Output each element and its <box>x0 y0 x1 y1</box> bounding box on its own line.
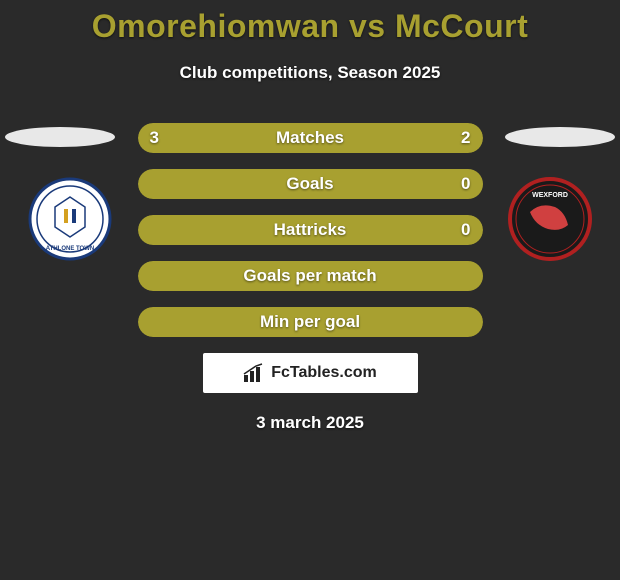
bars-icon <box>243 363 265 383</box>
team-badge-right: WEXFORD <box>500 177 600 262</box>
athlone-town-badge-icon: ATHLONE TOWN <box>20 177 120 262</box>
stat-label: Goals <box>138 169 483 199</box>
date-text: 3 march 2025 <box>0 413 620 433</box>
brand-badge: FcTables.com <box>203 353 418 393</box>
stat-label: Hattricks <box>138 215 483 245</box>
stat-row-matches: 3 Matches 2 <box>138 123 483 153</box>
wexford-badge-icon: WEXFORD <box>500 177 600 262</box>
page-title: Omorehiomwan vs McCourt <box>0 0 620 45</box>
brand-text: FcTables.com <box>271 364 377 382</box>
comparison-infographic: Omorehiomwan vs McCourt Club competition… <box>0 0 620 433</box>
svg-text:ATHLONE TOWN: ATHLONE TOWN <box>46 246 94 252</box>
stat-label: Min per goal <box>138 307 483 337</box>
stat-row-goals: Goals 0 <box>138 169 483 199</box>
stat-row-hattricks: Hattricks 0 <box>138 215 483 245</box>
stat-value-right: 2 <box>461 123 470 153</box>
stats-bars: 3 Matches 2 Goals 0 Hattricks 0 Goals pe… <box>138 123 483 337</box>
svg-text:WEXFORD: WEXFORD <box>532 192 568 199</box>
stat-value-right: 0 <box>461 215 470 245</box>
team-badge-left: ATHLONE TOWN <box>20 177 120 262</box>
player-ellipse-left <box>5 127 115 147</box>
stat-row-goals-per-match: Goals per match <box>138 261 483 291</box>
subtitle: Club competitions, Season 2025 <box>0 63 620 83</box>
stat-label: Matches <box>138 123 483 153</box>
stat-value-right: 0 <box>461 169 470 199</box>
stat-row-min-per-goal: Min per goal <box>138 307 483 337</box>
player-ellipse-right <box>505 127 615 147</box>
stat-label: Goals per match <box>138 261 483 291</box>
